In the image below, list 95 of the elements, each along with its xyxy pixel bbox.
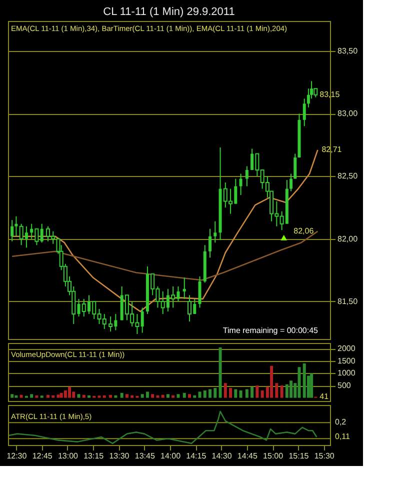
x-tick-label: 14:30	[212, 452, 232, 460]
bar	[290, 380, 293, 398]
y-tick-label: 1000	[338, 368, 356, 378]
bar	[109, 394, 112, 398]
bar	[77, 394, 80, 398]
candlestick	[182, 277, 186, 300]
candlestick	[239, 173, 242, 196]
candlestick	[208, 228, 212, 258]
bar	[310, 373, 314, 398]
candlestick	[188, 294, 192, 322]
candlestick	[108, 316, 113, 332]
y-tick-label: 2000	[338, 344, 356, 354]
bar	[102, 395, 106, 398]
x-tick-label: 14:15	[186, 452, 207, 460]
data-label: 82,06	[294, 226, 314, 236]
candlestick	[294, 153, 297, 180]
bar	[166, 394, 170, 398]
bar	[239, 390, 242, 398]
bar	[52, 395, 55, 398]
x-tick-label: 12:30	[6, 452, 28, 460]
bar	[182, 392, 186, 398]
bar	[88, 395, 91, 398]
bar	[161, 394, 164, 398]
bar	[46, 394, 50, 398]
candlestick	[214, 220, 217, 244]
bar	[56, 394, 60, 398]
y-tick-label: 500	[338, 381, 352, 390]
y-tick-label: 83,50	[338, 46, 358, 56]
bar	[125, 394, 128, 398]
text: 0,11	[335, 432, 351, 441]
x-tick-label: 14:00	[160, 452, 182, 460]
candlestick	[302, 98, 306, 127]
bar	[302, 363, 306, 398]
bar	[140, 394, 144, 398]
x-tick-label: 15:15	[288, 452, 310, 460]
bar	[188, 394, 192, 398]
y-tick-label: 82,50	[338, 172, 358, 181]
bar	[203, 390, 206, 398]
x-tick-label: 12:45	[32, 452, 53, 460]
candlestick	[40, 223, 44, 244]
bar	[64, 390, 67, 398]
y-tick-label: 1500	[338, 356, 356, 366]
text: 0,2	[335, 418, 347, 427]
y-tick-label: 83,00	[338, 109, 358, 118]
x-tick-label: 13:30	[109, 452, 130, 460]
annotation: Time remaining = 00:00:45	[222, 326, 319, 335]
bar	[20, 394, 23, 398]
bar	[234, 389, 238, 398]
bar	[35, 395, 38, 398]
x-tick-label: 15:30	[314, 452, 335, 460]
bar	[250, 386, 254, 398]
y-tick-label: 82,00	[338, 234, 358, 244]
bar	[298, 367, 301, 398]
bar	[14, 395, 18, 398]
bar	[68, 386, 72, 398]
candlestick	[10, 220, 14, 242]
bar	[176, 394, 180, 398]
candlestick	[245, 166, 248, 187]
bar	[256, 386, 259, 398]
bar	[245, 389, 248, 398]
bar	[260, 390, 264, 398]
bar	[156, 395, 160, 398]
bar	[208, 389, 212, 398]
bar	[10, 394, 14, 398]
y-tick-label: 81,50	[338, 296, 358, 306]
candlestick	[140, 307, 144, 334]
bar	[130, 395, 134, 398]
x-tick-label: 13:45	[134, 452, 156, 460]
bar	[229, 388, 232, 398]
chart-title: CL 11-11 (1 Min) 29.9.2011	[103, 6, 235, 18]
candlestick	[198, 276, 202, 308]
bar	[214, 388, 217, 398]
bar	[146, 392, 149, 398]
x-tick-label: 14:45	[237, 452, 258, 460]
x-tick-label: 13:00	[58, 452, 79, 460]
x-tick-label: 13:15	[84, 452, 104, 460]
bar	[193, 395, 196, 398]
bar	[198, 392, 202, 398]
bar	[151, 394, 154, 398]
bar	[120, 392, 124, 398]
bar	[218, 347, 222, 398]
candlestick	[14, 216, 18, 237]
bar	[30, 394, 34, 398]
bar	[285, 384, 288, 398]
bar	[172, 395, 175, 398]
data-label: 41	[320, 392, 330, 401]
bar	[114, 395, 118, 398]
bar	[270, 366, 274, 398]
x-tick-label: 15:00	[263, 452, 284, 460]
bar	[82, 394, 86, 398]
bar	[275, 383, 278, 398]
bar	[224, 383, 227, 398]
bar	[280, 386, 284, 398]
candlestick	[290, 173, 293, 192]
bar	[60, 392, 63, 398]
